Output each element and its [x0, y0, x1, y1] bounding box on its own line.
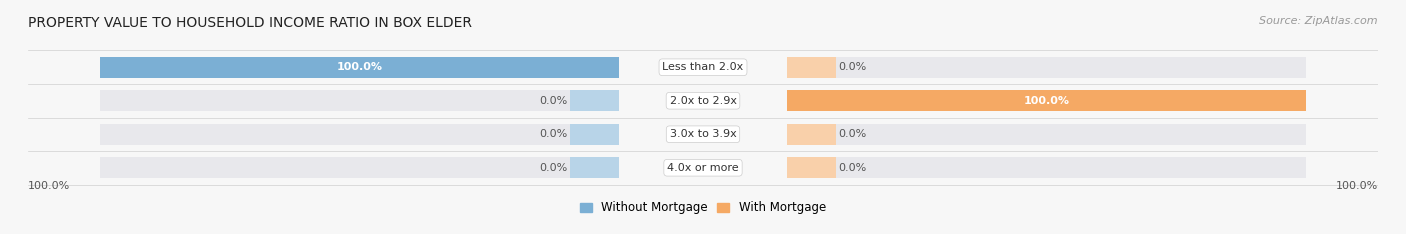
- Text: 100.0%: 100.0%: [28, 181, 70, 190]
- Text: 4.0x or more: 4.0x or more: [668, 163, 738, 173]
- Text: 0.0%: 0.0%: [538, 129, 568, 139]
- Bar: [787, 124, 1306, 145]
- Bar: [787, 57, 1306, 78]
- Bar: [787, 57, 835, 78]
- Text: Source: ZipAtlas.com: Source: ZipAtlas.com: [1260, 16, 1378, 26]
- Bar: [100, 90, 619, 111]
- Text: 0.0%: 0.0%: [838, 129, 868, 139]
- Bar: [100, 57, 619, 78]
- Bar: [571, 124, 619, 145]
- Text: 100.0%: 100.0%: [1336, 181, 1378, 190]
- Bar: [100, 124, 619, 145]
- Bar: [787, 90, 1306, 111]
- Text: 0.0%: 0.0%: [838, 163, 868, 173]
- Text: 100.0%: 100.0%: [336, 62, 382, 72]
- Text: 3.0x to 3.9x: 3.0x to 3.9x: [669, 129, 737, 139]
- Bar: [787, 90, 1306, 111]
- Text: 0.0%: 0.0%: [538, 163, 568, 173]
- Text: 2.0x to 2.9x: 2.0x to 2.9x: [669, 96, 737, 106]
- Bar: [787, 157, 1306, 178]
- Text: 100.0%: 100.0%: [1024, 96, 1070, 106]
- Bar: [100, 57, 619, 78]
- Text: PROPERTY VALUE TO HOUSEHOLD INCOME RATIO IN BOX ELDER: PROPERTY VALUE TO HOUSEHOLD INCOME RATIO…: [28, 16, 472, 30]
- Legend: Without Mortgage, With Mortgage: Without Mortgage, With Mortgage: [575, 197, 831, 219]
- Bar: [100, 157, 619, 178]
- Bar: [571, 90, 619, 111]
- Text: 0.0%: 0.0%: [838, 62, 868, 72]
- Bar: [787, 157, 835, 178]
- Bar: [571, 157, 619, 178]
- Text: 0.0%: 0.0%: [538, 96, 568, 106]
- Bar: [787, 124, 835, 145]
- Text: Less than 2.0x: Less than 2.0x: [662, 62, 744, 72]
